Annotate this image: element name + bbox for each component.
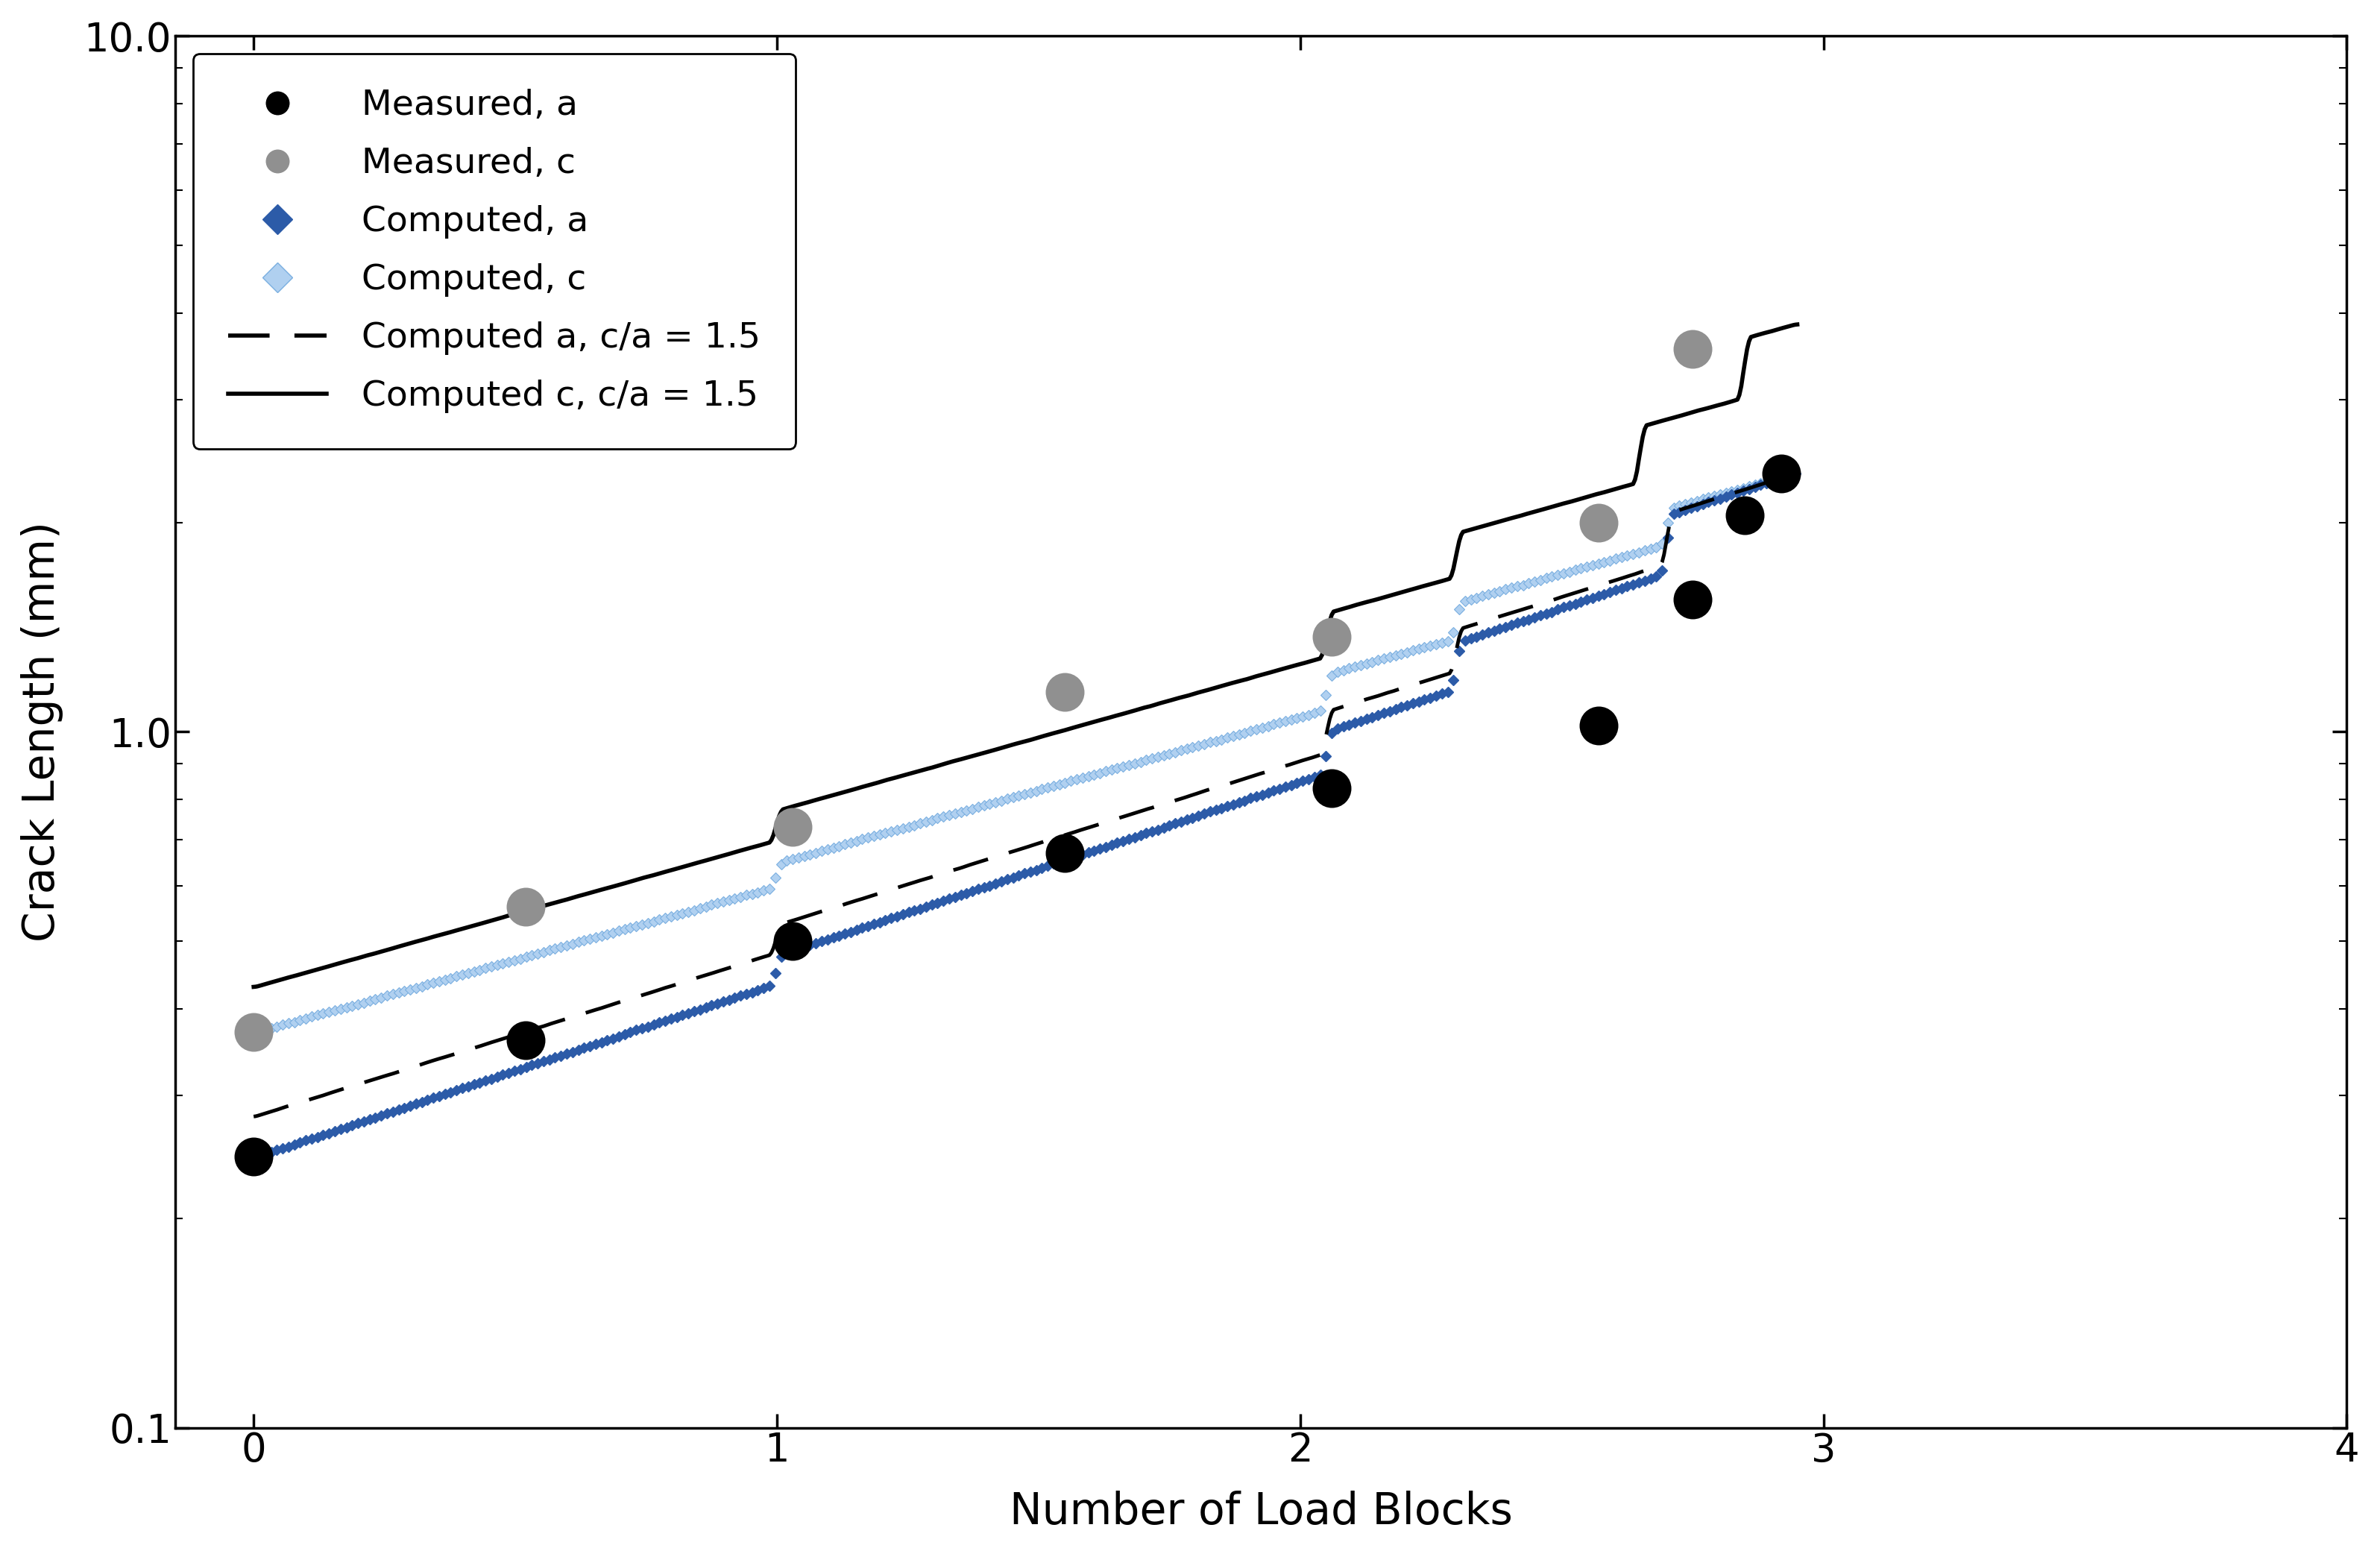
Point: [1764, 462, 1802, 486]
Point: [236, 1019, 274, 1044]
Point: [1673, 587, 1711, 612]
Point: [1311, 775, 1349, 800]
Point: [774, 929, 812, 954]
Point: [1580, 713, 1618, 738]
Point: [507, 1029, 545, 1054]
Point: [507, 895, 545, 920]
Point: [1311, 625, 1349, 650]
Point: [1045, 841, 1083, 866]
X-axis label: Number of Load Blocks: Number of Load Blocks: [1009, 1490, 1514, 1534]
Point: [774, 814, 812, 839]
Y-axis label: Crack Length (mm): Crack Length (mm): [21, 522, 64, 942]
Point: [236, 1144, 274, 1169]
Legend: Measured, a, Measured, c, Computed, a, Computed, c, Computed a, c/a = 1.5, Compu: Measured, a, Measured, c, Computed, a, C…: [193, 53, 795, 449]
Point: [1045, 679, 1083, 704]
Point: [1673, 337, 1711, 362]
Point: [1580, 510, 1618, 535]
Point: [1725, 502, 1764, 527]
